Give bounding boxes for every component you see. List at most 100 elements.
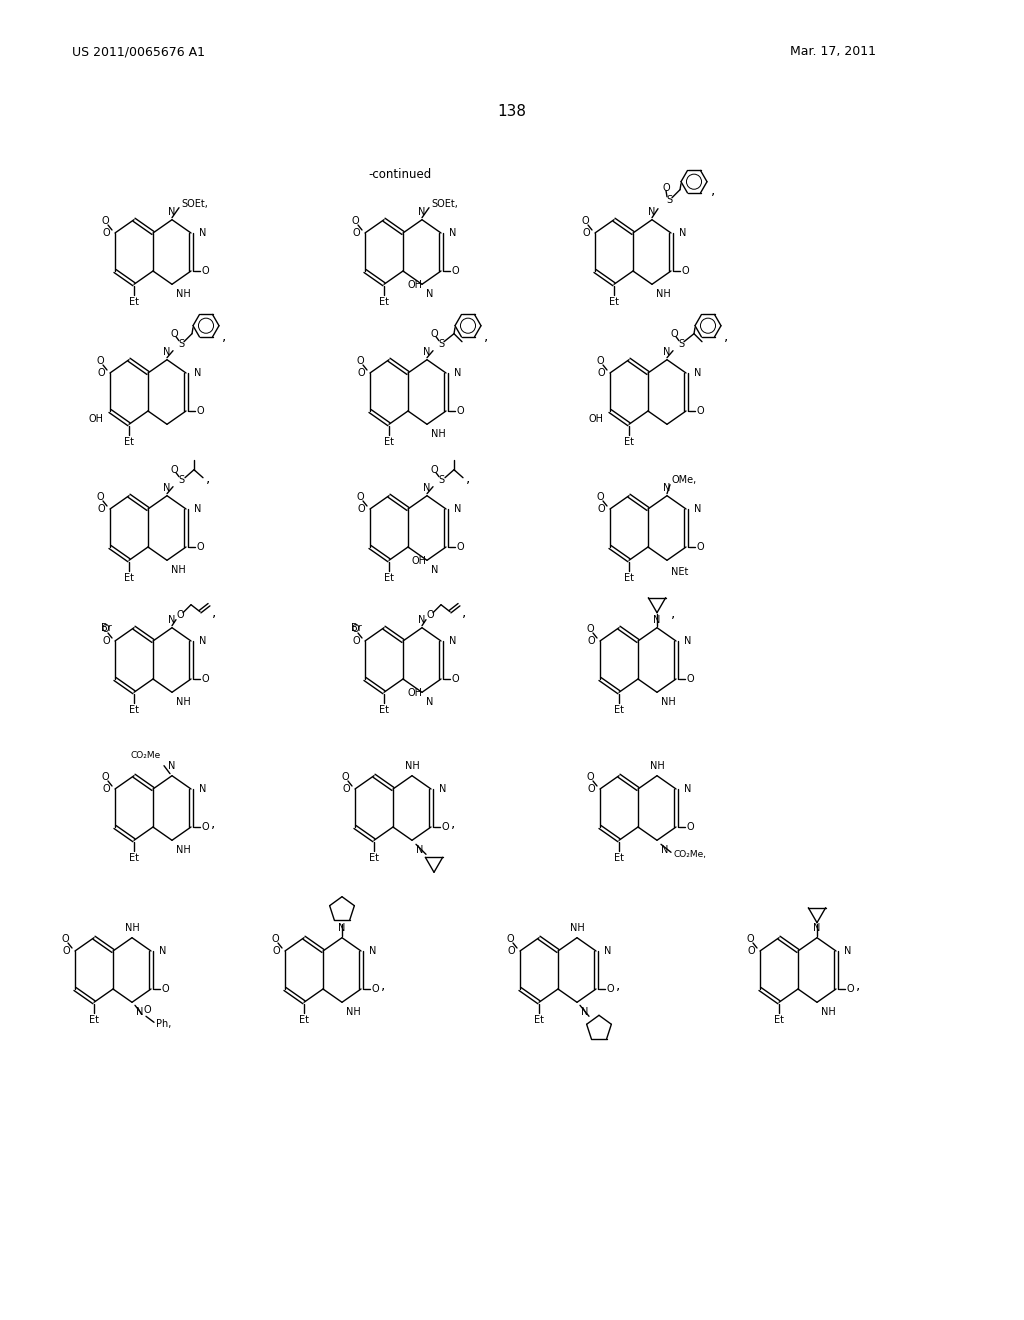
Text: O: O — [101, 772, 109, 781]
Text: Et: Et — [624, 437, 634, 447]
Text: Et: Et — [379, 705, 389, 715]
Text: N: N — [426, 697, 433, 708]
Text: NH: NH — [821, 1007, 836, 1018]
Text: N: N — [419, 615, 426, 624]
Text: N: N — [684, 784, 691, 795]
Text: O: O — [746, 935, 754, 944]
Text: Et: Et — [384, 437, 394, 447]
Text: O: O — [596, 356, 604, 366]
Text: N: N — [423, 483, 431, 492]
Text: O: O — [357, 368, 365, 378]
Text: -continued: -continued — [369, 169, 432, 181]
Text: N: N — [679, 228, 686, 238]
Text: N: N — [653, 615, 660, 624]
Text: SOEt,: SOEt, — [181, 199, 208, 209]
Text: O: O — [144, 1006, 152, 1015]
Text: O: O — [161, 983, 169, 994]
Text: S: S — [678, 339, 684, 348]
Text: Et: Et — [609, 297, 618, 308]
Text: Ph,: Ph, — [156, 1019, 171, 1030]
Text: O: O — [170, 329, 178, 339]
Text: S: S — [438, 475, 444, 484]
Text: O: O — [97, 368, 104, 378]
Text: Mar. 17, 2011: Mar. 17, 2011 — [790, 45, 876, 58]
Text: N: N — [338, 923, 346, 933]
Text: N: N — [168, 760, 176, 771]
Text: O: O — [101, 624, 109, 634]
Text: Et: Et — [624, 573, 634, 583]
Text: OH: OH — [589, 414, 603, 424]
Text: ,: , — [671, 606, 676, 619]
Text: O: O — [597, 504, 605, 513]
Text: ,: , — [462, 605, 466, 619]
Text: O: O — [456, 407, 464, 416]
Text: US 2011/0065676 A1: US 2011/0065676 A1 — [72, 45, 205, 58]
Text: ,: , — [381, 978, 385, 993]
Text: S: S — [666, 195, 672, 205]
Text: NH: NH — [171, 565, 185, 576]
Text: ,: , — [451, 816, 456, 830]
Text: O: O — [686, 822, 694, 832]
Text: O: O — [201, 267, 209, 276]
Text: NH: NH — [656, 289, 671, 300]
Text: O: O — [102, 784, 110, 795]
Text: 138: 138 — [498, 104, 526, 120]
Text: O: O — [371, 983, 379, 994]
Text: Et: Et — [129, 297, 139, 308]
Text: N: N — [163, 347, 171, 356]
Text: O: O — [356, 492, 364, 502]
Text: N: N — [449, 636, 457, 645]
Text: Et: Et — [299, 1015, 309, 1026]
Text: Et: Et — [379, 297, 389, 308]
Text: ,: , — [206, 471, 210, 484]
Text: N: N — [199, 228, 207, 238]
Text: Br: Br — [101, 623, 112, 632]
Text: O: O — [102, 228, 110, 238]
Text: N: N — [194, 504, 202, 513]
Text: O: O — [430, 329, 438, 339]
Text: O: O — [456, 543, 464, 552]
Text: NH: NH — [176, 845, 190, 855]
Text: O: O — [271, 935, 279, 944]
Text: O: O — [351, 216, 358, 226]
Text: ,: , — [711, 182, 716, 197]
Text: O: O — [201, 675, 209, 684]
Text: Et: Et — [369, 853, 379, 863]
Text: Et: Et — [124, 573, 134, 583]
Text: Et: Et — [614, 705, 624, 715]
Text: O: O — [596, 492, 604, 502]
Text: NH: NH — [569, 923, 585, 933]
Text: S: S — [178, 339, 184, 348]
Text: S: S — [438, 339, 444, 348]
Text: NH: NH — [649, 760, 665, 771]
Text: ,: , — [211, 816, 215, 830]
Text: NH: NH — [346, 1007, 360, 1018]
Text: N: N — [684, 636, 691, 645]
Text: NH: NH — [176, 289, 190, 300]
Text: O: O — [272, 946, 280, 956]
Text: N: N — [454, 368, 462, 378]
Text: OH: OH — [88, 414, 103, 424]
Text: O: O — [507, 946, 515, 956]
Text: N: N — [694, 368, 701, 378]
Text: Et: Et — [124, 437, 134, 447]
Text: O: O — [587, 784, 595, 795]
Text: N: N — [416, 845, 423, 855]
Text: SOEt,: SOEt, — [431, 199, 458, 209]
Text: O: O — [97, 504, 104, 513]
Text: N: N — [431, 565, 438, 576]
Text: N: N — [423, 347, 431, 356]
Text: OMe,: OMe, — [671, 475, 696, 484]
Text: O: O — [62, 946, 70, 956]
Text: Et: Et — [614, 853, 624, 863]
Text: Et: Et — [89, 1015, 99, 1026]
Text: ,: , — [212, 605, 216, 619]
Text: Et: Et — [534, 1015, 544, 1026]
Text: O: O — [197, 407, 204, 416]
Text: Et: Et — [129, 705, 139, 715]
Text: ,: , — [724, 329, 728, 343]
Text: Et: Et — [774, 1015, 784, 1026]
Text: N: N — [369, 946, 377, 956]
Text: O: O — [96, 356, 103, 366]
Text: O: O — [663, 182, 670, 193]
